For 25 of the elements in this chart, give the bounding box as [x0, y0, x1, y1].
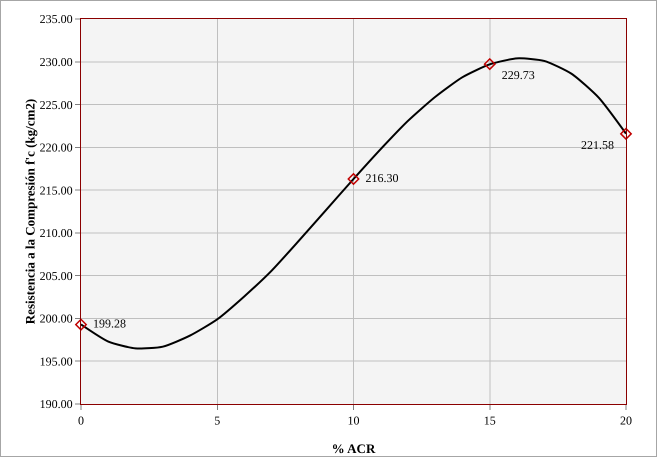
- y-tick-label: 235.00: [40, 12, 73, 26]
- data-label: 199.28: [87, 316, 132, 331]
- y-tick-label: 190.00: [40, 397, 73, 412]
- point: [484, 58, 496, 70]
- y-tick-label: 230.00: [40, 54, 73, 69]
- y-tick-label: 220.00: [40, 140, 73, 155]
- y-tick-label: 200.00: [40, 312, 73, 326]
- y-tick-label: 225.00: [40, 98, 73, 112]
- point: [620, 128, 632, 140]
- x-axis-title: % ACR: [332, 441, 376, 456]
- x-tick-label: 20: [620, 413, 632, 428]
- y-axis-title: Resistencia a la Compresión f'c (kg/cm2): [22, 98, 38, 324]
- point: [348, 173, 360, 185]
- y-tick-label: 205.00: [40, 268, 73, 283]
- x-tick-label: 5: [214, 413, 220, 428]
- y-tick-label: 215.00: [40, 183, 73, 198]
- point: [75, 318, 87, 331]
- data-label: 221.58: [575, 138, 620, 152]
- x-tick-label: 10: [348, 413, 360, 428]
- data-label: 229.73: [496, 68, 541, 82]
- x-tick-label: 15: [484, 413, 496, 428]
- y-tick-label: 195.00: [40, 354, 73, 368]
- data-label: 216.30: [360, 170, 404, 185]
- x-tick-label: 0: [78, 413, 84, 428]
- y-tick-label: 210.00: [40, 226, 73, 240]
